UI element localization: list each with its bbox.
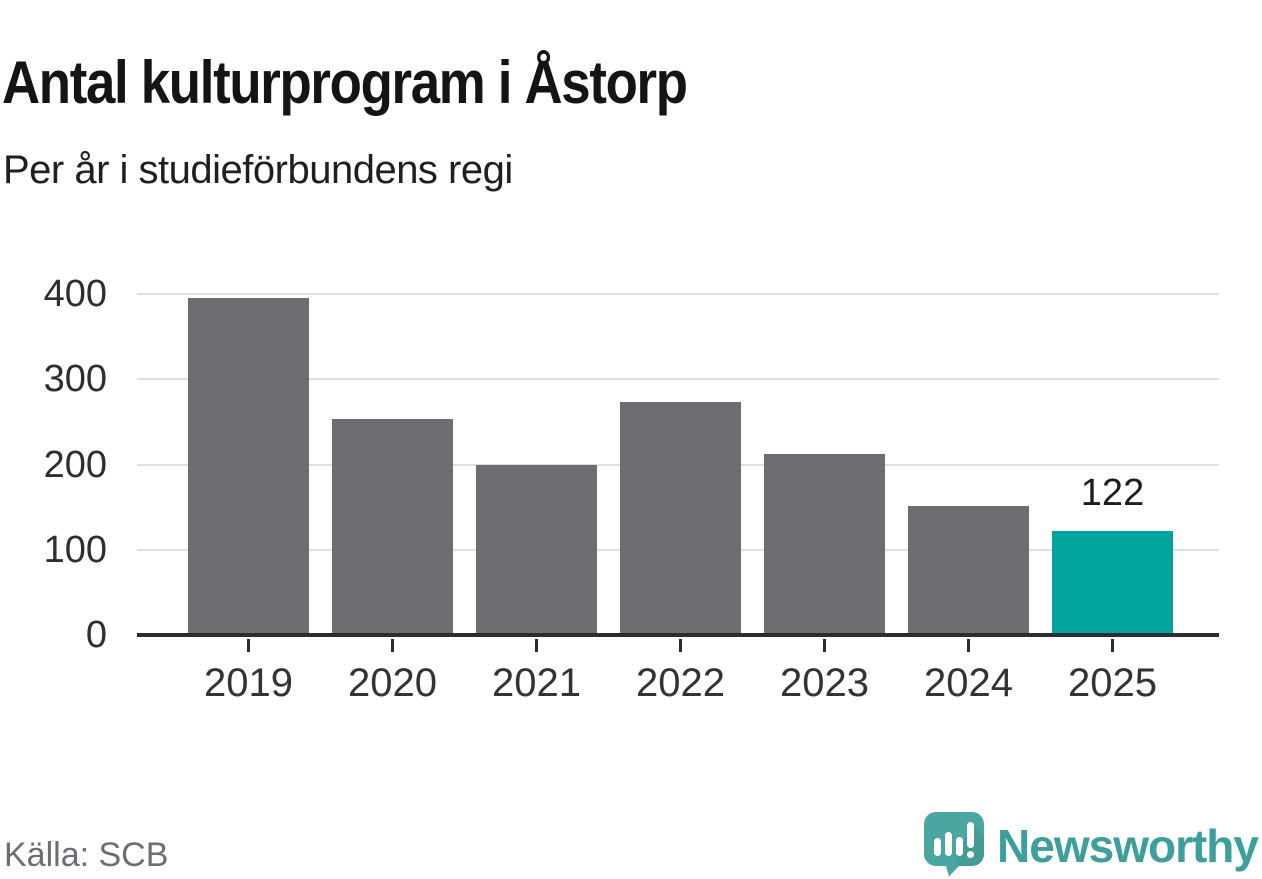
- newsworthy-speech-bubble-bar-chart-icon: [922, 810, 986, 879]
- gridline-300: [137, 378, 1219, 381]
- plot-area: 122: [137, 293, 1219, 637]
- bar-2025: 122: [1052, 472, 1173, 635]
- x-axis-slot-2025: 2025: [1052, 639, 1173, 706]
- x-axis-tick-label: 2021: [492, 661, 581, 705]
- x-axis-tick: [1111, 639, 1114, 652]
- x-axis-tick-label: 2020: [348, 661, 437, 705]
- x-axis-slot-2020: 2020: [332, 639, 453, 706]
- x-axis-tick-label: 2022: [636, 661, 725, 705]
- x-axis-tick: [247, 639, 250, 652]
- newsworthy-logo: Newsworthy: [922, 810, 1259, 879]
- bar-2023: [764, 454, 885, 635]
- bars-container: 122: [188, 294, 1173, 635]
- bar-value-label: 122: [1080, 472, 1145, 514]
- x-axis-tick: [823, 639, 826, 652]
- x-axis-tick-label: 2023: [780, 661, 869, 705]
- x-axis-line: [137, 633, 1219, 637]
- gridline-400: [137, 293, 1219, 295]
- newsworthy-wordmark: Newsworthy: [997, 820, 1259, 872]
- bar-2022: [620, 402, 741, 635]
- x-axis-tick-label: 2025: [1068, 661, 1157, 705]
- x-axis-tick: [391, 639, 394, 652]
- bar-2021: [476, 464, 597, 635]
- source-text: Källa: SCB: [4, 836, 169, 874]
- y-axis-labels: 0 100 200 300 400: [0, 275, 107, 654]
- x-axis-labels: 2019 2020 2021 2022 2023 2024 2025: [188, 639, 1173, 706]
- x-axis-tick: [679, 639, 682, 652]
- x-axis-tick: [535, 639, 538, 652]
- y-axis-tick-label: 0: [85, 614, 107, 656]
- x-axis-slot-2023: 2023: [764, 639, 885, 706]
- y-axis-tick-label: 400: [43, 273, 107, 315]
- y-axis-tick-label: 300: [43, 358, 107, 401]
- x-axis-slot-2021: 2021: [476, 639, 597, 706]
- x-axis-slot-2019: 2019: [188, 639, 309, 706]
- bar-2019: [188, 298, 309, 635]
- bar-2024: [908, 506, 1029, 635]
- y-axis-tick-label: 200: [43, 443, 107, 486]
- y-axis-tick-label: 100: [43, 528, 107, 571]
- chart-subtitle: Per år i studieförbundens regi: [3, 148, 513, 192]
- x-axis-slot-2022: 2022: [620, 639, 741, 706]
- chart-title: Antal kulturprogram i Åstorp: [2, 49, 688, 117]
- bar-2020: [332, 419, 453, 635]
- x-axis-tick-label: 2024: [924, 661, 1013, 705]
- x-axis-slot-2024: 2024: [908, 639, 1029, 706]
- x-axis-tick: [967, 639, 970, 652]
- x-axis-tick-label: 2019: [204, 661, 293, 705]
